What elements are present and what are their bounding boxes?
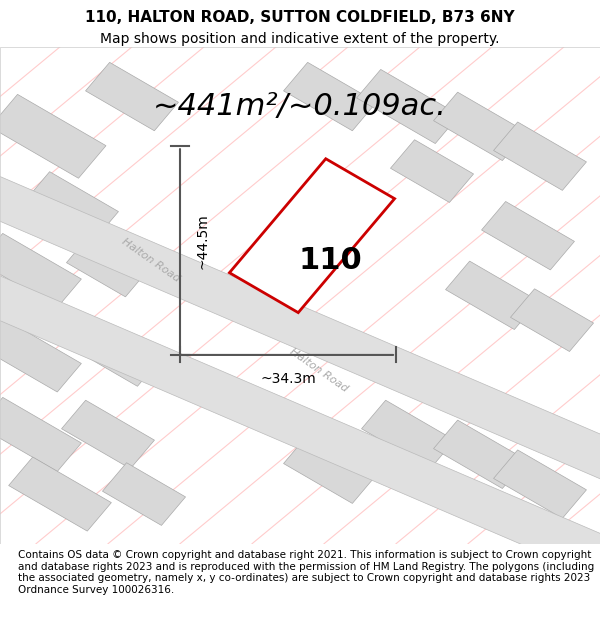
Polygon shape xyxy=(8,457,112,531)
Polygon shape xyxy=(79,324,161,386)
Polygon shape xyxy=(0,268,600,586)
Polygon shape xyxy=(62,400,154,469)
Polygon shape xyxy=(103,462,185,526)
Polygon shape xyxy=(0,398,82,471)
Polygon shape xyxy=(494,450,586,518)
Text: ~44.5m: ~44.5m xyxy=(195,213,209,269)
Text: 110: 110 xyxy=(298,246,362,275)
Polygon shape xyxy=(494,122,586,191)
Polygon shape xyxy=(434,420,526,489)
Polygon shape xyxy=(391,140,473,202)
Polygon shape xyxy=(482,201,574,270)
Polygon shape xyxy=(0,94,106,178)
Polygon shape xyxy=(356,69,460,144)
Text: Contains OS data © Crown copyright and database right 2021. This information is : Contains OS data © Crown copyright and d… xyxy=(18,550,594,595)
Polygon shape xyxy=(86,62,178,131)
Polygon shape xyxy=(67,234,149,297)
Polygon shape xyxy=(0,318,82,392)
Polygon shape xyxy=(26,172,118,240)
Polygon shape xyxy=(434,92,526,161)
Polygon shape xyxy=(284,62,376,131)
Text: ~441m²/~0.109ac.: ~441m²/~0.109ac. xyxy=(153,92,447,121)
Text: Halton Road: Halton Road xyxy=(120,237,182,284)
Polygon shape xyxy=(0,168,600,487)
Text: ~34.3m: ~34.3m xyxy=(260,372,316,386)
Polygon shape xyxy=(284,435,376,503)
Text: Ha⁠lton Road: Ha⁠lton Road xyxy=(288,346,350,394)
Polygon shape xyxy=(446,261,538,329)
Polygon shape xyxy=(229,159,395,312)
Text: 110, HALTON ROAD, SUTTON COLDFIELD, B73 6NY: 110, HALTON ROAD, SUTTON COLDFIELD, B73 … xyxy=(85,10,515,25)
Polygon shape xyxy=(511,289,593,351)
Polygon shape xyxy=(362,400,454,469)
Text: Map shows position and indicative extent of the property.: Map shows position and indicative extent… xyxy=(100,32,500,46)
Polygon shape xyxy=(0,233,82,308)
